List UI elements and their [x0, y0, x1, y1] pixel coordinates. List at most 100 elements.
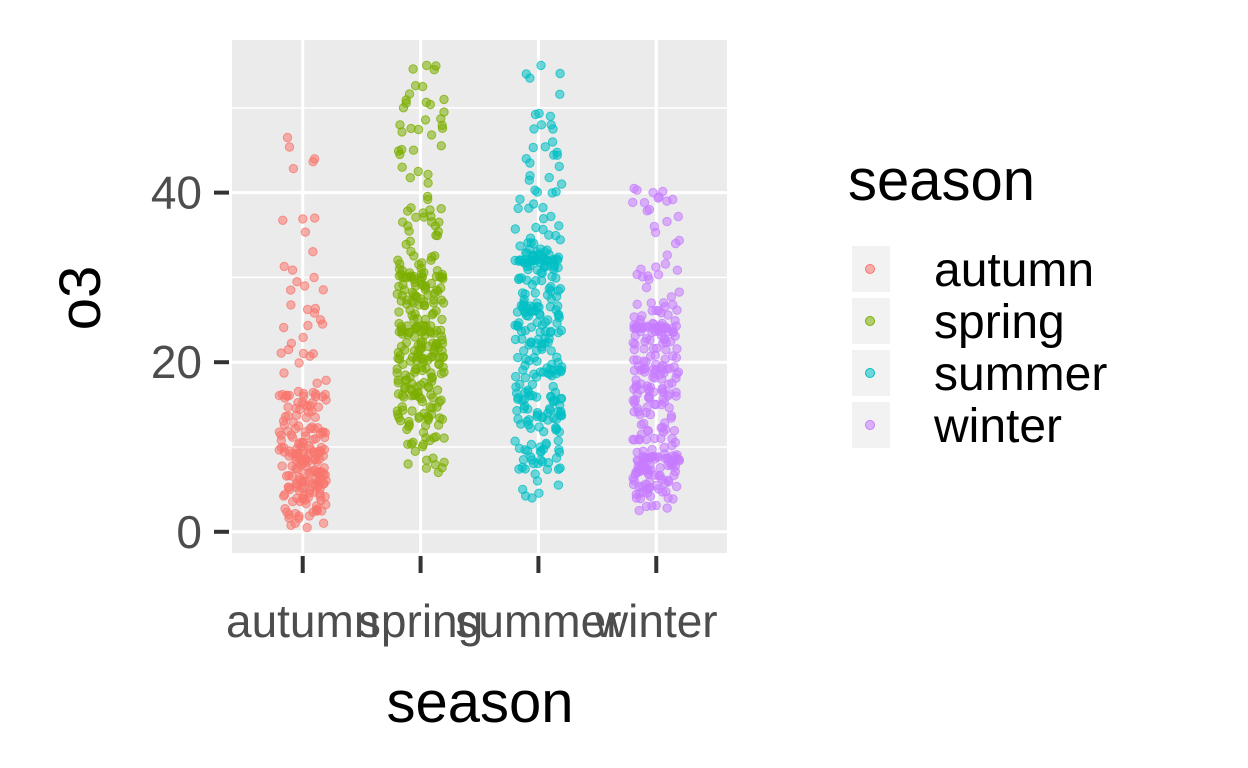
data-point-summer — [526, 452, 536, 462]
data-point-summer — [525, 391, 535, 401]
data-point-spring — [431, 61, 441, 71]
data-point-summer — [556, 411, 567, 421]
data-point-spring — [417, 442, 428, 452]
data-point-autumn — [298, 332, 308, 343]
data-point-winter — [632, 447, 642, 458]
data-point-summer — [555, 235, 565, 245]
data-point-winter — [668, 494, 678, 504]
data-point-summer — [553, 436, 563, 446]
data-point-summer — [552, 352, 562, 362]
data-point-autumn — [294, 511, 304, 521]
data-point-winter — [653, 193, 663, 203]
data-point-summer — [550, 387, 561, 397]
data-point-spring — [417, 327, 427, 337]
data-point-winter — [655, 362, 666, 373]
data-point-autumn — [280, 504, 290, 514]
data-point-spring — [404, 89, 415, 99]
data-point-winter — [648, 318, 658, 328]
data-point-winter — [629, 407, 639, 417]
data-point-summer — [542, 464, 553, 475]
data-point-summer — [555, 68, 565, 79]
data-point-spring — [423, 194, 433, 205]
data-point-summer — [523, 404, 533, 414]
data-point-summer — [520, 289, 530, 299]
data-point-spring — [397, 127, 407, 137]
data-point-summer — [523, 420, 534, 430]
data-point-spring — [393, 389, 404, 399]
data-point-winter — [646, 452, 656, 462]
data-point-winter — [671, 353, 682, 363]
data-point-summer — [551, 453, 562, 463]
data-point-summer — [518, 365, 528, 375]
data-point-summer — [532, 356, 542, 366]
data-point-summer — [548, 124, 558, 134]
data-point-spring — [417, 258, 427, 268]
legend-key-autumn — [865, 264, 875, 274]
data-point-summer — [540, 142, 550, 152]
data-point-winter — [651, 480, 662, 491]
data-point-summer — [513, 203, 523, 214]
data-point-summer — [510, 224, 520, 234]
data-point-autumn — [276, 348, 286, 358]
data-point-summer — [513, 352, 523, 363]
data-point-summer — [545, 111, 556, 122]
legend-label-winter: winter — [933, 400, 1062, 453]
data-point-summer — [530, 288, 540, 298]
data-point-spring — [419, 267, 429, 278]
data-point-winter — [672, 305, 682, 315]
y-tick-label: 0 — [176, 506, 202, 558]
data-point-summer — [547, 137, 558, 147]
data-point-autumn — [315, 491, 325, 502]
data-point-spring — [423, 169, 433, 180]
data-point-autumn — [283, 411, 293, 421]
data-point-spring — [420, 281, 431, 291]
data-point-autumn — [311, 434, 321, 444]
data-point-winter — [651, 262, 661, 272]
data-point-spring — [420, 115, 431, 125]
data-point-summer — [556, 325, 566, 336]
data-point-spring — [409, 251, 419, 261]
data-point-autumn — [282, 132, 293, 143]
data-point-spring — [405, 305, 415, 315]
data-point-spring — [392, 364, 402, 374]
y-axis: 0 20 40 — [151, 167, 229, 558]
data-point-autumn — [292, 464, 302, 474]
data-point-winter — [636, 379, 646, 389]
legend-label-summer: summer — [934, 348, 1107, 401]
data-point-spring — [408, 145, 419, 155]
data-point-summer — [555, 463, 565, 473]
data-point-summer — [532, 187, 542, 197]
data-point-winter — [638, 456, 648, 467]
x-tick-label: summer — [455, 595, 621, 647]
data-point-spring — [413, 124, 424, 135]
data-point-spring — [427, 217, 437, 227]
data-point-summer — [537, 342, 547, 352]
data-point-autumn — [284, 513, 294, 523]
data-point-summer — [520, 491, 531, 501]
data-point-spring — [426, 368, 436, 378]
data-point-spring — [396, 296, 406, 306]
data-point-autumn — [309, 154, 320, 164]
data-point-spring — [394, 307, 404, 317]
data-point-autumn — [321, 375, 331, 385]
data-point-autumn — [317, 392, 328, 402]
data-point-winter — [660, 322, 671, 332]
data-point-spring — [430, 460, 441, 470]
data-point-winter — [631, 489, 641, 500]
data-point-spring — [396, 341, 407, 352]
data-point-spring — [403, 459, 413, 469]
data-point-winter — [666, 413, 676, 423]
data-point-summer — [552, 318, 562, 328]
data-point-winter — [637, 364, 647, 374]
data-point-autumn — [300, 281, 310, 291]
data-point-summer — [511, 371, 521, 382]
data-point-winter — [658, 298, 669, 308]
data-point-autumn — [283, 402, 293, 412]
data-point-summer — [528, 142, 538, 153]
data-point-autumn — [284, 142, 295, 152]
data-point-winter — [630, 395, 641, 405]
data-point-winter — [673, 367, 684, 377]
data-point-winter — [666, 292, 677, 302]
